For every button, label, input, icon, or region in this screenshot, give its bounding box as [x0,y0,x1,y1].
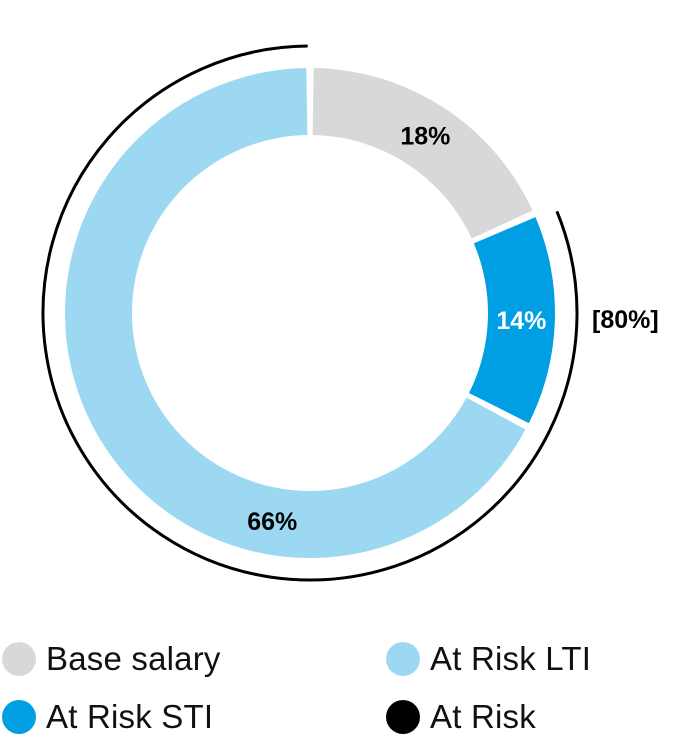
legend-swatch-at-risk-lti [386,642,420,676]
legend-item-at-risk-lti: At Risk LTI [386,640,591,678]
legend-label: At Risk STI [46,698,214,735]
donut-chart: 18% 14% 66% [80%] [41,44,659,582]
legend-item-at-risk-sti: At Risk STI [2,698,213,736]
slice-label-base-salary: 18% [400,123,450,151]
at-risk-bracket-arc [41,44,579,582]
legend-swatch-at-risk-sti [2,700,36,734]
at-risk-bracket-label: [80%] [592,306,659,334]
slice-label-at-risk-sti: 14% [496,307,546,335]
slice-label-at-risk-lti: 66% [247,508,297,536]
legend-item-at-risk: At Risk [386,698,536,736]
legend-label: At Risk [430,698,536,735]
legend-item-base-salary: Base salary [2,640,221,678]
legend-swatch-base-salary [2,642,36,676]
donut-slices [64,68,555,558]
legend: Base salary At Risk STI At Risk LTI At R… [0,625,675,741]
slice-at-risk-lti [64,68,526,558]
legend-swatch-at-risk [386,700,420,734]
legend-label: Base salary [46,640,221,677]
slice-base-salary [312,68,533,239]
slice-at-risk-sti [469,217,555,424]
legend-label: At Risk LTI [430,640,592,677]
